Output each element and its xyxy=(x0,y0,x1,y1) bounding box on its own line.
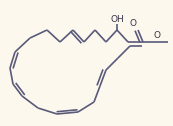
Text: O: O xyxy=(130,20,136,28)
Text: OH: OH xyxy=(110,15,124,24)
Text: O: O xyxy=(153,32,161,40)
